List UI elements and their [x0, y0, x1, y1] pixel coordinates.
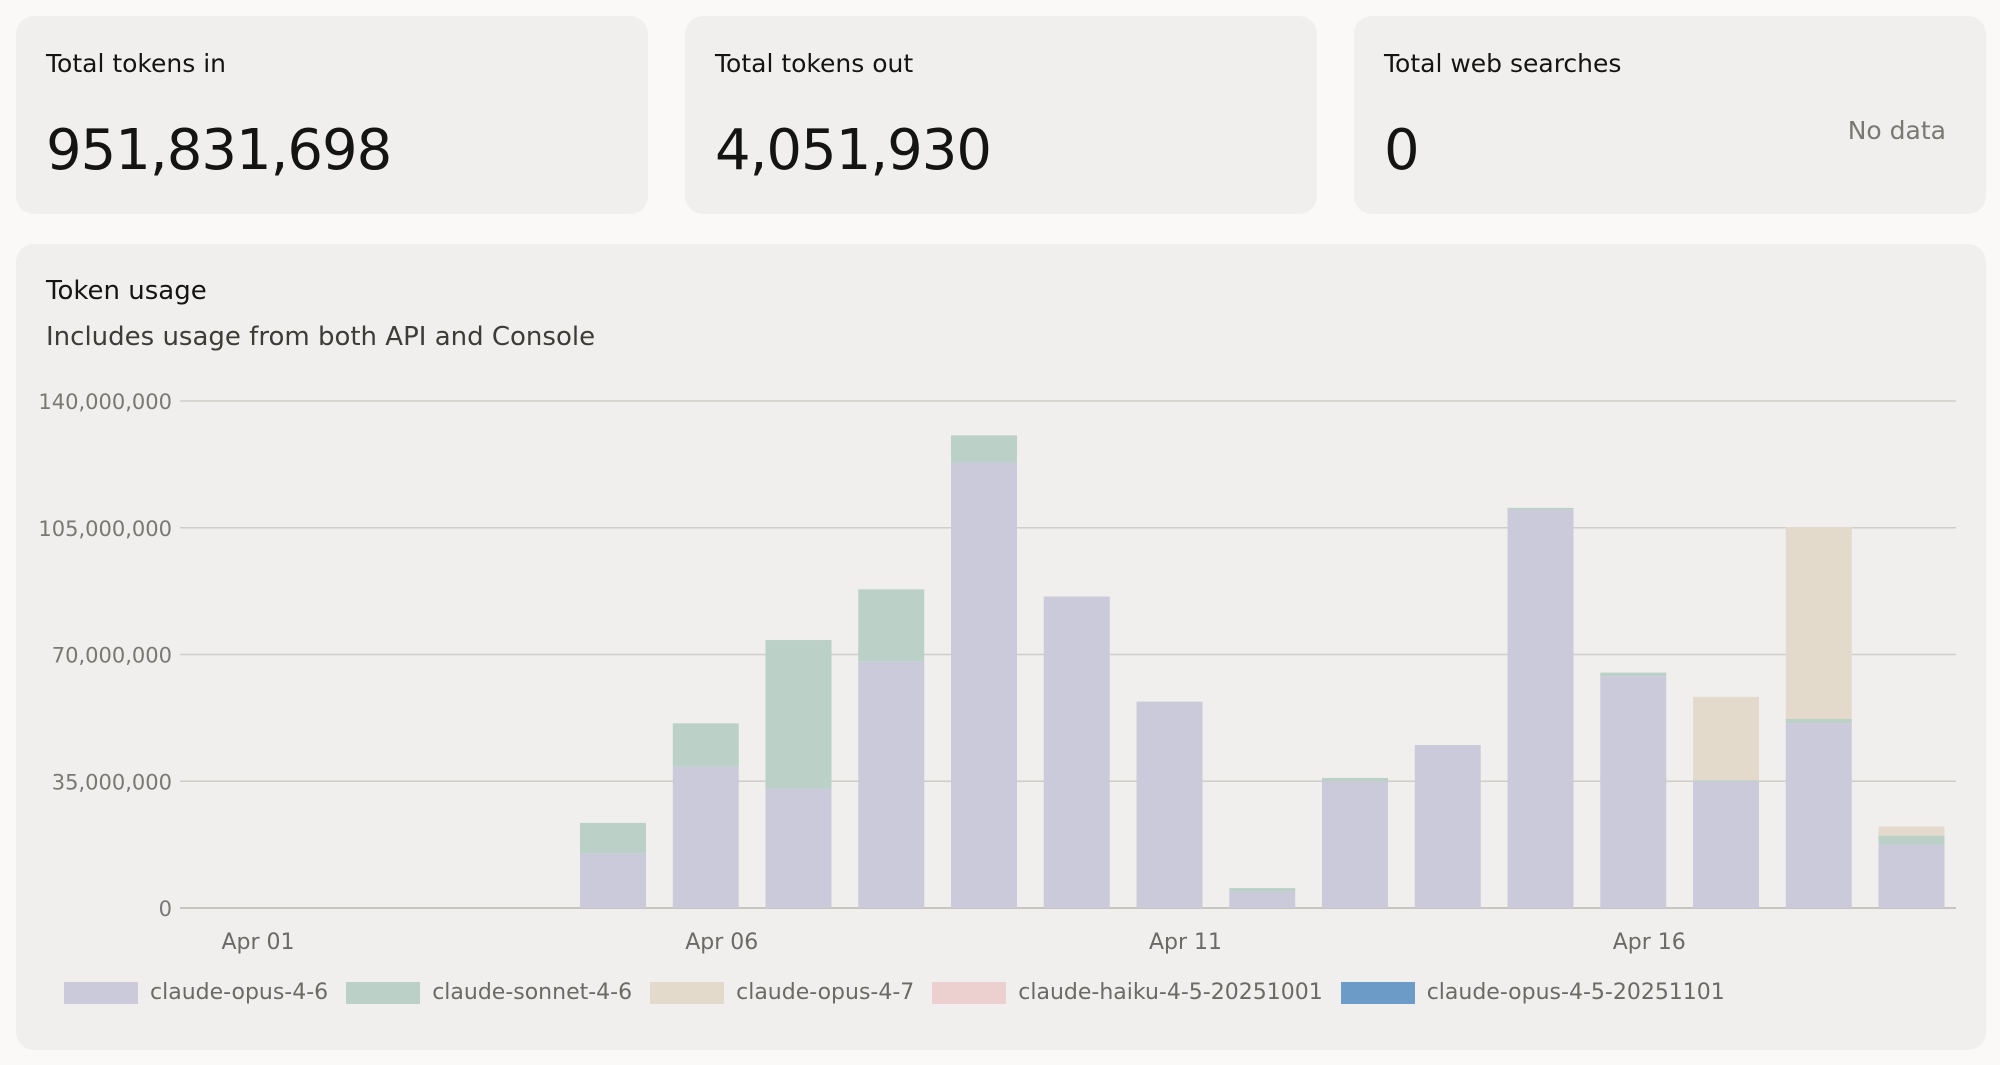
bar-segment: [1693, 780, 1759, 782]
bar-segment: [1322, 777, 1388, 782]
legend-label: claude-opus-4-5-20251101: [1426, 980, 1725, 1005]
bar-segment: [1136, 701, 1203, 908]
legend-item[interactable]: claude-sonnet-4-6: [346, 980, 632, 1005]
bar-segment: [765, 788, 832, 908]
bar-segment: [1878, 835, 1945, 845]
bar-segment: [1785, 723, 1852, 908]
legend-item[interactable]: claude-opus-4-5-20251101: [1340, 980, 1725, 1005]
bar-segment: [1507, 507, 1574, 510]
bar-segment: [951, 462, 1017, 908]
y-tick-label: 0: [159, 897, 172, 921]
x-tick-label: Apr 11: [1149, 930, 1222, 955]
legend-swatch: [346, 981, 421, 1004]
chart-subtitle: Includes usage from both API and Console: [46, 322, 596, 352]
bar-segment: [1600, 676, 1667, 908]
bar-segment: [1507, 509, 1574, 908]
total-tokens-in-label: Total tokens in: [46, 49, 227, 78]
y-tick-label: 35,000,000: [52, 770, 172, 794]
bar-segment: [580, 853, 646, 908]
legend-item[interactable]: claude-opus-4-6: [64, 980, 328, 1005]
bar-segment: [1229, 891, 1296, 908]
no-data-status: No data: [1847, 116, 1946, 145]
total-tokens-out-label: Total tokens out: [715, 49, 914, 78]
bar-segment: [1043, 596, 1110, 908]
total-tokens-out-card: Total tokens out 4,051,930: [685, 16, 1317, 214]
chart-legend: claude-opus-4-6 claude-sonnet-4-6 claude-o…: [64, 980, 1743, 1005]
y-tick-label: 105,000,000: [38, 517, 172, 541]
legend-label: claude-opus-4-7: [736, 980, 915, 1005]
token-usage-bar-chart: 0 35,000,000 70,000,000 105,000,000 140,000,…: [38, 390, 1956, 955]
legend-item[interactable]: claude-opus-4-7: [650, 980, 914, 1005]
bar-segment: [672, 766, 739, 908]
chart-title: Token usage: [46, 276, 207, 306]
bar-segment: [580, 822, 646, 854]
legend-item[interactable]: claude-haiku-4-5-20251001: [932, 980, 1323, 1005]
bar-segment: [1693, 781, 1759, 908]
bar-segment: [1322, 781, 1388, 908]
bar-segment: [1414, 745, 1481, 908]
x-tick-label: Apr 01: [221, 930, 294, 955]
y-tick-label: 140,000,000: [38, 390, 172, 414]
x-tick-label: Apr 06: [685, 930, 758, 955]
bar-segment: [1785, 527, 1852, 719]
legend-swatch: [1340, 981, 1415, 1004]
total-web-searches-card: Total web searches 0 No data: [1354, 16, 1986, 214]
bar-segment: [1878, 826, 1945, 836]
bar-segment: [1878, 844, 1945, 908]
total-tokens-in-value: 951,831,698: [46, 118, 392, 183]
bar-segment: [1693, 696, 1759, 781]
total-tokens-out-value: 4,051,930: [715, 118, 992, 183]
bar-segment: [858, 589, 925, 662]
x-tick-label: Apr 16: [1613, 930, 1686, 955]
total-tokens-in-card: Total tokens in 951,831,698: [16, 16, 648, 214]
bar-segment: [1229, 888, 1296, 892]
legend-label: claude-opus-4-6: [150, 980, 329, 1005]
bar-segment: [858, 661, 925, 908]
total-web-searches-label: Total web searches: [1384, 49, 1622, 78]
bar-segment: [1600, 672, 1667, 677]
bar-segment: [672, 723, 739, 767]
legend-swatch: [932, 981, 1007, 1004]
bar-segment: [1785, 718, 1852, 724]
bar-segment: [951, 435, 1017, 463]
legend-label: claude-sonnet-4-6: [432, 980, 633, 1005]
bar-segment: [765, 640, 832, 789]
legend-swatch: [64, 981, 138, 1004]
legend-label: claude-haiku-4-5-20251001: [1018, 980, 1323, 1005]
total-web-searches-value: 0: [1384, 118, 1420, 183]
y-tick-label: 70,000,000: [52, 644, 172, 668]
legend-swatch: [650, 981, 725, 1004]
token-usage-chart-card: Token usage Includes usage from both API…: [16, 244, 1986, 1050]
